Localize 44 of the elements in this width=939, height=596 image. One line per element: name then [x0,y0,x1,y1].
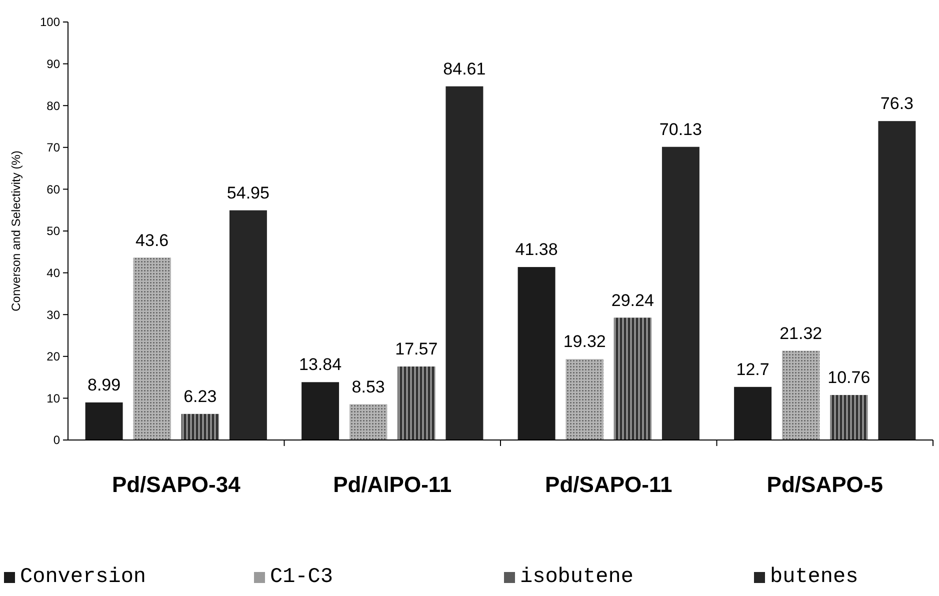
data-label: 43.6 [136,230,169,250]
data-label: 21.32 [780,324,822,343]
data-label: 6.23 [184,386,217,406]
y-tick-label: 90 [46,57,60,71]
data-label: 17.57 [395,340,438,359]
bar [662,146,700,440]
y-axis-title: Converson and Selectivity (%) [9,150,23,312]
data-label: 8.99 [87,375,121,394]
data-label: 12.7 [736,360,770,379]
legend-label: isobutene [520,566,634,589]
data-label: 41.38 [515,240,558,260]
legend-label: butenes [770,566,858,589]
bar [734,386,772,440]
y-tick-label: 20 [46,350,60,364]
y-tick-label: 30 [46,308,60,322]
bar [85,402,123,440]
x-tick-label: Pd/SAPO-34 [112,472,242,497]
data-label: 54.95 [226,183,270,202]
data-label: 84.61 [443,59,486,78]
x-tick-label: Pd/SAPO-11 [545,472,672,497]
y-tick-label: 50 [46,224,60,238]
legend-label: C1-C3 [270,566,334,589]
data-label: 76.3 [880,94,914,114]
y-tick-label: 60 [46,182,60,196]
bar [446,86,484,440]
x-tick-label: Pd/SAPO-5 [766,472,883,497]
bar [518,267,556,440]
y-tick-label: 10 [46,391,60,406]
y-tick-label: 0 [53,433,60,448]
y-tick-label: 70 [46,140,60,155]
y-tick-label: 80 [46,98,60,113]
data-label: 13.84 [299,355,342,374]
data-label: 19.32 [563,332,606,352]
bar [878,121,916,440]
bar [302,382,340,440]
legend-label: Conversion [20,566,146,589]
y-tick-label: 40 [46,266,60,280]
data-label: 10.76 [828,368,870,388]
bar [229,210,267,440]
data-label: 8.53 [352,377,385,396]
x-tick-label: Pd/AlPO-11 [333,472,452,497]
data-label: 29.24 [611,290,654,310]
data-label: 70.13 [659,120,702,139]
y-tick-label: 100 [40,15,60,30]
